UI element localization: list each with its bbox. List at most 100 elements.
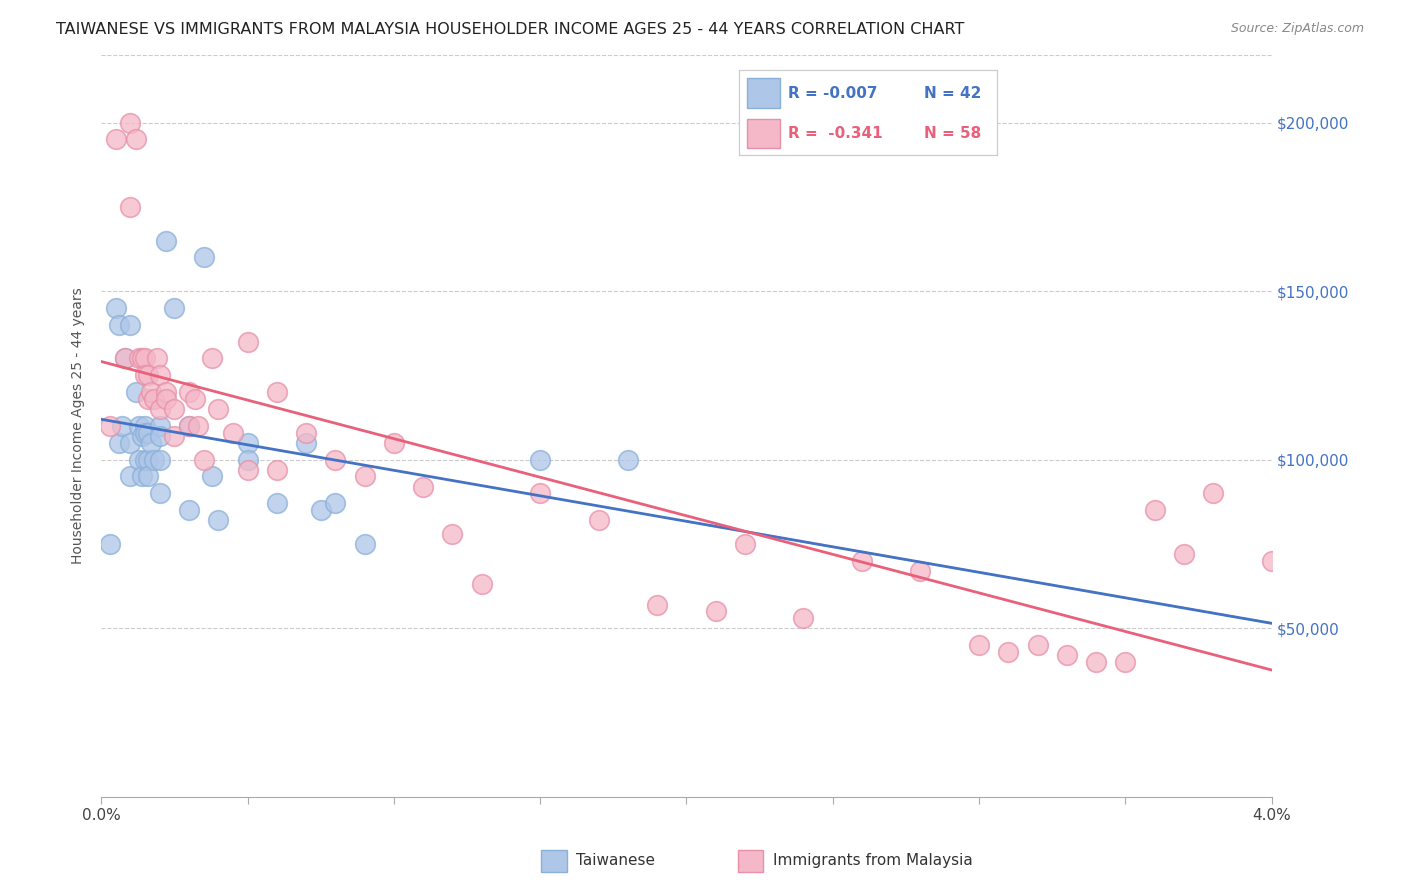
- Point: [588, 513, 610, 527]
- Point: [1056, 648, 1078, 662]
- Text: TAIWANESE VS IMMIGRANTS FROM MALAYSIA HOUSEHOLDER INCOME AGES 25 - 44 YEARS CORR: TAIWANESE VS IMMIGRANTS FROM MALAYSIA HO…: [56, 22, 965, 37]
- Point: [201, 469, 224, 483]
- Point: [136, 425, 159, 440]
- Point: [149, 486, 172, 500]
- Point: [104, 132, 127, 146]
- Point: [131, 469, 153, 483]
- Point: [792, 611, 814, 625]
- Point: [441, 526, 464, 541]
- Point: [201, 351, 224, 366]
- Point: [222, 425, 245, 440]
- Text: Taiwanese: Taiwanese: [576, 854, 655, 868]
- Point: [295, 425, 318, 440]
- Point: [1085, 655, 1108, 669]
- Point: [323, 496, 346, 510]
- Point: [142, 452, 165, 467]
- Point: [136, 368, 159, 383]
- Point: [1114, 655, 1136, 669]
- Point: [236, 463, 259, 477]
- Point: [149, 368, 172, 383]
- Point: [193, 251, 215, 265]
- Point: [266, 385, 288, 400]
- Point: [134, 368, 156, 383]
- Point: [111, 418, 134, 433]
- Point: [114, 351, 136, 366]
- Point: [98, 537, 121, 551]
- Point: [295, 435, 318, 450]
- Point: [107, 318, 129, 332]
- Point: [136, 469, 159, 483]
- Point: [134, 351, 156, 366]
- Point: [177, 385, 200, 400]
- Point: [114, 351, 136, 366]
- Point: [142, 392, 165, 406]
- Point: [120, 469, 142, 483]
- Point: [236, 435, 259, 450]
- Point: [177, 418, 200, 433]
- Point: [131, 429, 153, 443]
- Point: [136, 392, 159, 406]
- Point: [98, 418, 121, 433]
- Point: [529, 486, 551, 500]
- Point: [128, 418, 150, 433]
- Point: [120, 200, 142, 214]
- Point: [309, 503, 332, 517]
- Point: [529, 452, 551, 467]
- Point: [266, 496, 288, 510]
- Point: [134, 418, 156, 433]
- Point: [353, 469, 375, 483]
- Point: [149, 418, 172, 433]
- Point: [851, 554, 873, 568]
- Point: [163, 429, 186, 443]
- Point: [704, 604, 727, 618]
- Point: [155, 392, 177, 406]
- Point: [967, 638, 990, 652]
- Point: [323, 452, 346, 467]
- Point: [177, 503, 200, 517]
- Point: [125, 385, 148, 400]
- Point: [163, 402, 186, 417]
- Point: [910, 564, 932, 578]
- Point: [734, 537, 756, 551]
- Point: [471, 577, 494, 591]
- Point: [128, 452, 150, 467]
- Point: [149, 429, 172, 443]
- Point: [1260, 554, 1282, 568]
- Y-axis label: Householder Income Ages 25 - 44 years: Householder Income Ages 25 - 44 years: [72, 287, 86, 565]
- Point: [207, 402, 229, 417]
- Point: [120, 435, 142, 450]
- Point: [1173, 547, 1195, 561]
- Point: [139, 435, 162, 450]
- Point: [131, 351, 153, 366]
- Point: [236, 452, 259, 467]
- Point: [617, 452, 640, 467]
- Point: [139, 385, 162, 400]
- Point: [266, 463, 288, 477]
- Text: Source: ZipAtlas.com: Source: ZipAtlas.com: [1230, 22, 1364, 36]
- Point: [149, 452, 172, 467]
- Point: [163, 301, 186, 315]
- Point: [412, 479, 434, 493]
- Point: [236, 334, 259, 349]
- Point: [1202, 486, 1225, 500]
- Point: [136, 452, 159, 467]
- Point: [187, 418, 209, 433]
- Point: [120, 318, 142, 332]
- Point: [146, 351, 169, 366]
- Point: [104, 301, 127, 315]
- Point: [107, 435, 129, 450]
- Point: [155, 385, 177, 400]
- Point: [134, 425, 156, 440]
- Point: [207, 513, 229, 527]
- Point: [645, 598, 668, 612]
- Point: [1026, 638, 1049, 652]
- Point: [177, 418, 200, 433]
- Point: [125, 132, 148, 146]
- Text: Immigrants from Malaysia: Immigrants from Malaysia: [773, 854, 973, 868]
- Point: [128, 351, 150, 366]
- Point: [134, 452, 156, 467]
- Point: [155, 234, 177, 248]
- Point: [382, 435, 405, 450]
- Point: [149, 402, 172, 417]
- Point: [120, 115, 142, 129]
